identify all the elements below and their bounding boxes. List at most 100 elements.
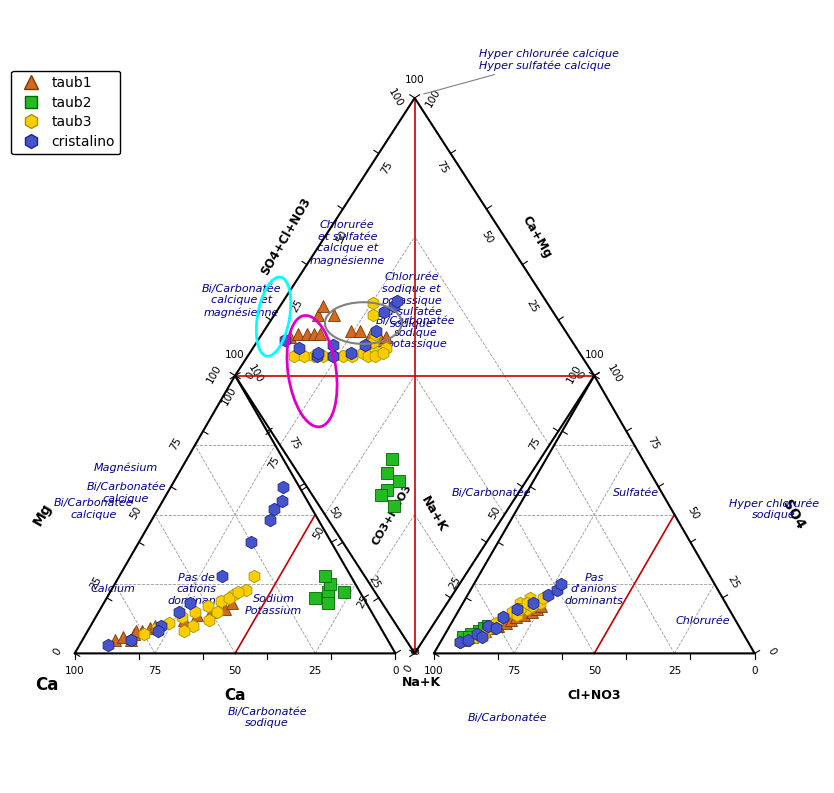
Text: 75: 75 xyxy=(148,666,162,676)
Text: 50: 50 xyxy=(488,504,503,521)
Text: 100: 100 xyxy=(219,385,238,408)
Text: 100: 100 xyxy=(585,350,604,359)
Text: Sulfatée: Sulfatée xyxy=(613,488,659,498)
cristalino xyxy=(277,496,287,505)
Text: 100: 100 xyxy=(225,350,245,359)
Text: 50: 50 xyxy=(128,504,143,521)
Text: Na+K: Na+K xyxy=(419,494,450,534)
Text: 0: 0 xyxy=(402,663,414,673)
Line: taub2: taub2 xyxy=(309,570,349,609)
taub2 xyxy=(339,588,349,597)
Text: 0: 0 xyxy=(411,646,423,657)
Text: Sodium
Potassium: Sodium Potassium xyxy=(245,595,302,616)
taub3 xyxy=(229,590,239,600)
taub3 xyxy=(241,584,251,594)
taub3 xyxy=(126,634,136,644)
taub3 xyxy=(152,623,162,633)
Text: 0: 0 xyxy=(751,666,758,676)
Text: CO3+HCO3: CO3+HCO3 xyxy=(370,482,414,547)
Text: 100: 100 xyxy=(387,87,405,109)
Text: Chlorurée: Chlorurée xyxy=(676,616,731,626)
taub1 xyxy=(227,599,237,608)
taub1 xyxy=(118,632,128,642)
Text: Pas de
cations
dominants: Pas de cations dominants xyxy=(167,573,226,606)
Text: 25: 25 xyxy=(726,574,741,591)
taub1 xyxy=(126,634,136,644)
Text: 50: 50 xyxy=(326,504,342,521)
Text: Magnésium: Magnésium xyxy=(94,462,158,473)
cristalino xyxy=(174,607,184,616)
Text: 75: 75 xyxy=(435,159,450,175)
Text: 50: 50 xyxy=(480,228,495,245)
taub2 xyxy=(310,593,320,603)
Text: 0: 0 xyxy=(766,646,778,657)
cristalino xyxy=(217,571,227,580)
Text: Ca: Ca xyxy=(224,688,246,703)
Text: 0: 0 xyxy=(573,370,585,381)
cristalino xyxy=(279,482,289,492)
taub3 xyxy=(138,629,148,638)
Text: Cl+NO3: Cl+NO3 xyxy=(567,688,621,702)
Text: Chlorurée
sodique et
potassique
ou sulfatée
sodique: Chlorurée sodique et potassique ou sulfa… xyxy=(380,273,443,329)
taub1 xyxy=(150,621,160,630)
Text: 75: 75 xyxy=(286,435,302,452)
taub3 xyxy=(203,601,213,611)
taub3 xyxy=(178,626,188,636)
taub3 xyxy=(188,621,198,630)
taub3 xyxy=(234,588,244,597)
Text: 0: 0 xyxy=(244,370,257,381)
Text: 25: 25 xyxy=(289,298,305,315)
Text: 25: 25 xyxy=(448,574,463,591)
Text: Bi/Carbonatée
calcique et
magnésienne: Bi/Carbonatée calcique et magnésienne xyxy=(202,284,281,317)
taub1 xyxy=(137,626,147,636)
Text: Bi/Carbonatée: Bi/Carbonatée xyxy=(452,488,531,498)
Text: 100: 100 xyxy=(205,363,224,385)
taub1 xyxy=(129,629,139,638)
cristalino xyxy=(269,504,279,514)
Text: Mg: Mg xyxy=(31,501,54,528)
taub1 xyxy=(110,634,120,644)
Text: Bi/Carbonatée
calcique: Bi/Carbonatée calcique xyxy=(86,482,166,504)
cristalino xyxy=(153,626,163,636)
taub3 xyxy=(204,615,214,625)
taub1 xyxy=(206,607,216,616)
Text: 50: 50 xyxy=(588,666,600,676)
cristalino xyxy=(126,634,136,644)
Text: Bi/Carbonatée
calcique: Bi/Carbonatée calcique xyxy=(54,498,133,520)
Text: 100: 100 xyxy=(404,75,425,85)
Text: SO4: SO4 xyxy=(779,497,807,532)
cristalino xyxy=(185,599,195,608)
Text: Calcium: Calcium xyxy=(91,584,136,594)
Text: 0: 0 xyxy=(407,646,419,657)
taub1 xyxy=(220,604,230,614)
Text: 100: 100 xyxy=(65,666,84,676)
Text: 25: 25 xyxy=(668,666,681,676)
cristalino xyxy=(156,621,166,630)
Text: 25: 25 xyxy=(88,574,103,591)
taub3 xyxy=(177,612,187,622)
taub2 xyxy=(323,588,333,597)
Text: Bi/Carbonatée: Bi/Carbonatée xyxy=(468,713,547,722)
Text: Chlorurée
et sulfatée
calcique et
magnésienne: Chlorurée et sulfatée calcique et magnés… xyxy=(309,220,385,266)
Text: Bi/Carbonatée
sodique
potassique: Bi/Carbonatée sodique potassique xyxy=(376,316,456,349)
taub1 xyxy=(178,615,188,625)
Text: Bi/Carbonatée
sodique: Bi/Carbonatée sodique xyxy=(228,707,307,728)
Line: taub1: taub1 xyxy=(109,598,238,645)
cristalino xyxy=(103,640,113,649)
cristalino xyxy=(265,515,275,525)
Text: 50: 50 xyxy=(686,504,701,521)
Text: 75: 75 xyxy=(379,159,394,175)
taub3 xyxy=(190,607,200,616)
Text: 75: 75 xyxy=(507,666,520,676)
Text: Pas
d'anions
dominants: Pas d'anions dominants xyxy=(565,573,624,606)
taub2 xyxy=(324,579,334,588)
taub2 xyxy=(320,571,330,580)
Text: Hyper chlorurée calcique
Hyper sulfatée calcique: Hyper chlorurée calcique Hyper sulfatée … xyxy=(424,48,619,94)
Text: 100: 100 xyxy=(425,87,443,109)
Text: 50: 50 xyxy=(311,524,326,541)
taub3 xyxy=(164,618,174,627)
Line: cristalino: cristalino xyxy=(102,481,289,651)
Text: 50: 50 xyxy=(229,666,242,676)
Legend: taub1, taub2, taub3, cristalino: taub1, taub2, taub3, cristalino xyxy=(11,71,120,155)
taub1 xyxy=(131,626,141,636)
